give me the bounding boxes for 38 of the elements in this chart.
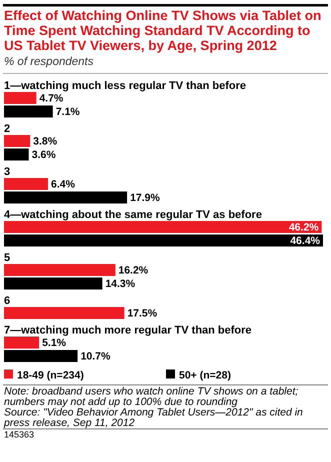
bar [4, 307, 124, 319]
bar [4, 92, 36, 104]
data-label: 17.5% [127, 308, 158, 320]
data-label: 10.7% [80, 350, 111, 362]
bar [4, 135, 30, 147]
bar [4, 264, 116, 276]
y-tick-label: 4—watching about the same regular TV as before [4, 209, 262, 221]
data-label: 3.8% [33, 136, 58, 148]
chart-subtitle: % of respondents [4, 56, 94, 68]
data-label: 17.9% [130, 192, 160, 204]
bar [4, 178, 48, 190]
legend-label: 18-49 (n=234) [17, 370, 84, 382]
source-note: Source: "Video Behavior Among Tablet Users—2012" as cited in press release, Sep 11, 2012 [3, 406, 304, 429]
y-tick-label: 2 [4, 123, 10, 135]
y-tick-label: 7—watching much more regular TV than before [4, 324, 252, 336]
bar [4, 234, 323, 246]
data-label: 46.2% [288, 222, 320, 234]
bar [4, 192, 128, 204]
data-label: 46.4% [290, 235, 321, 247]
y-tick-label: 5 [4, 252, 10, 264]
text: 145363 [4, 430, 34, 440]
y-tick-label: 1—watching much less regular TV than before [4, 80, 246, 92]
bar [4, 106, 53, 118]
legend-label: 50+ (n=28) [179, 370, 231, 382]
text: Note: broadband users who watch online TV shows on a tablet; numbers may not add up to 100% due to rounding [4, 386, 298, 408]
bar [4, 221, 322, 233]
y-tick-label: 6 [4, 295, 10, 307]
bar [4, 278, 102, 290]
data-label: 4.7% [39, 92, 64, 104]
y-tick-label: 3 [4, 166, 10, 178]
chart-title: Effect of Watching Online TV Shows via Tablet on Time Spent Watching Standard TV According to US Tablet TV Viewers, by Age, Spring 2012 [4, 8, 322, 53]
data-label: 3.6% [32, 149, 56, 161]
data-label: 16.2% [118, 264, 149, 276]
data-label: 7.1% [56, 106, 80, 118]
data-label: 14.3% [105, 278, 136, 290]
bar [4, 148, 29, 160]
data-label: 6.4% [51, 178, 76, 190]
data-label: 5.1% [42, 337, 67, 349]
